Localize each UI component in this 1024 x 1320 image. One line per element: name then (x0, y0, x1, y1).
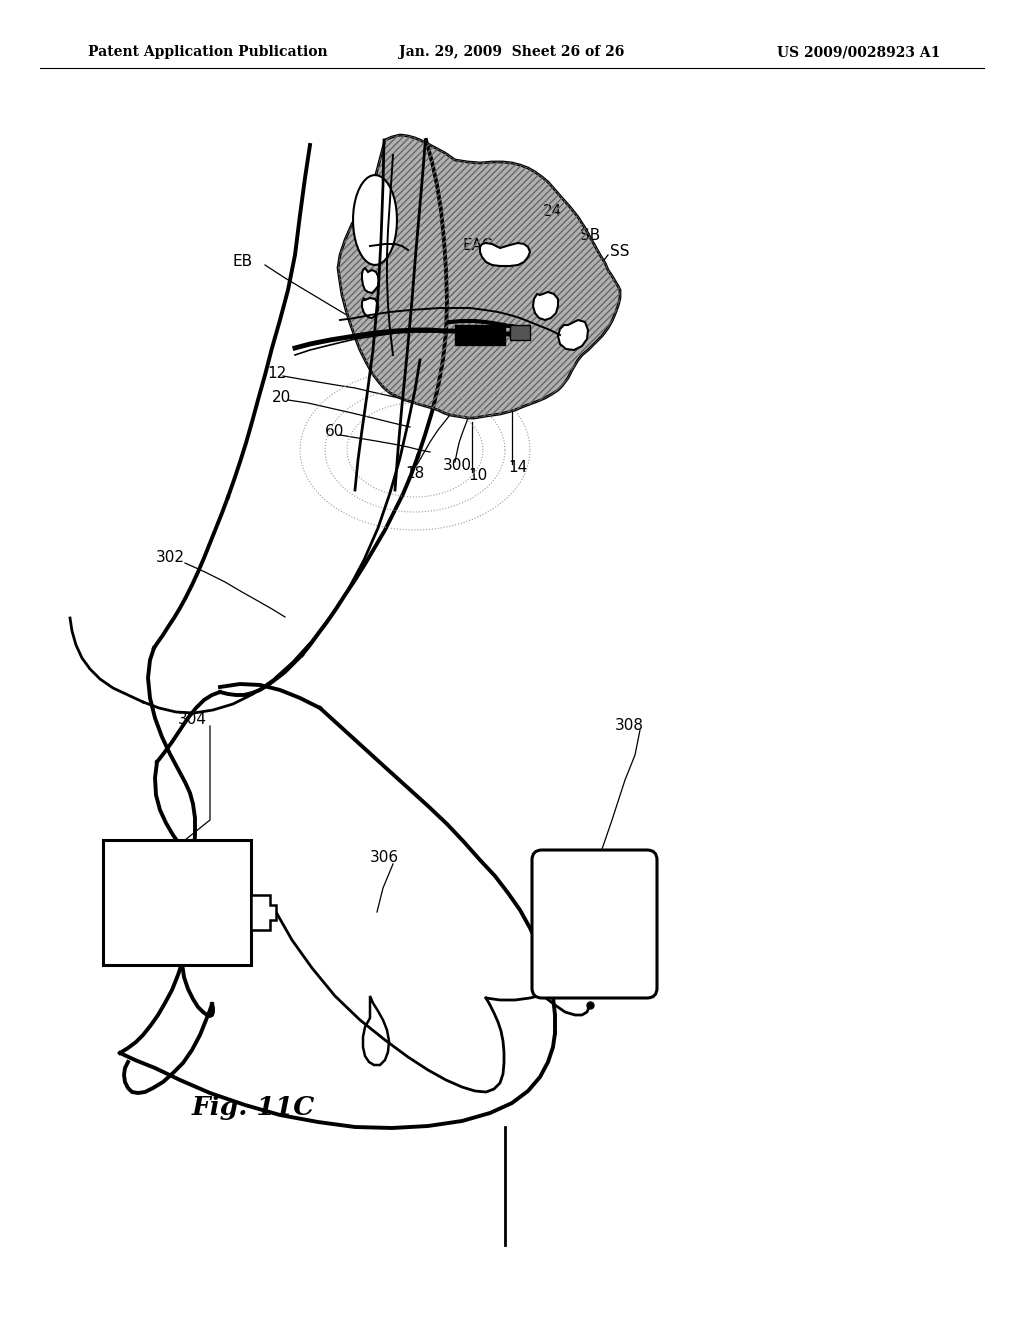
Text: 20: 20 (272, 391, 291, 405)
Polygon shape (353, 176, 397, 265)
Text: 306: 306 (370, 850, 399, 866)
Text: Patent Application Publication: Patent Application Publication (88, 45, 328, 59)
Text: Jan. 29, 2009  Sheet 26 of 26: Jan. 29, 2009 Sheet 26 of 26 (399, 45, 625, 59)
Text: 24: 24 (543, 205, 562, 219)
Text: 60: 60 (325, 425, 344, 440)
Text: 304: 304 (178, 713, 207, 727)
Text: EB: EB (232, 255, 252, 269)
Bar (510, 325, 530, 341)
Text: 14: 14 (508, 459, 527, 474)
Text: 302: 302 (156, 550, 185, 565)
Bar (455, 325, 505, 345)
Text: 308: 308 (615, 718, 644, 733)
Polygon shape (338, 135, 620, 418)
Text: 300: 300 (443, 458, 472, 474)
Text: 10: 10 (468, 467, 487, 483)
Text: Fig. 11C: Fig. 11C (193, 1096, 315, 1121)
Bar (103, 840, 251, 965)
Polygon shape (362, 997, 389, 1065)
Polygon shape (480, 243, 530, 267)
Text: 18: 18 (406, 466, 424, 480)
Text: EAC: EAC (462, 238, 493, 252)
Polygon shape (362, 268, 379, 293)
Polygon shape (534, 292, 558, 319)
FancyBboxPatch shape (532, 850, 657, 998)
Text: 12: 12 (267, 366, 287, 380)
Text: US 2009/0028923 A1: US 2009/0028923 A1 (776, 45, 940, 59)
Polygon shape (251, 895, 276, 931)
Polygon shape (362, 298, 378, 318)
Text: SB: SB (580, 227, 600, 243)
Text: SS: SS (610, 244, 630, 260)
Polygon shape (558, 319, 588, 350)
